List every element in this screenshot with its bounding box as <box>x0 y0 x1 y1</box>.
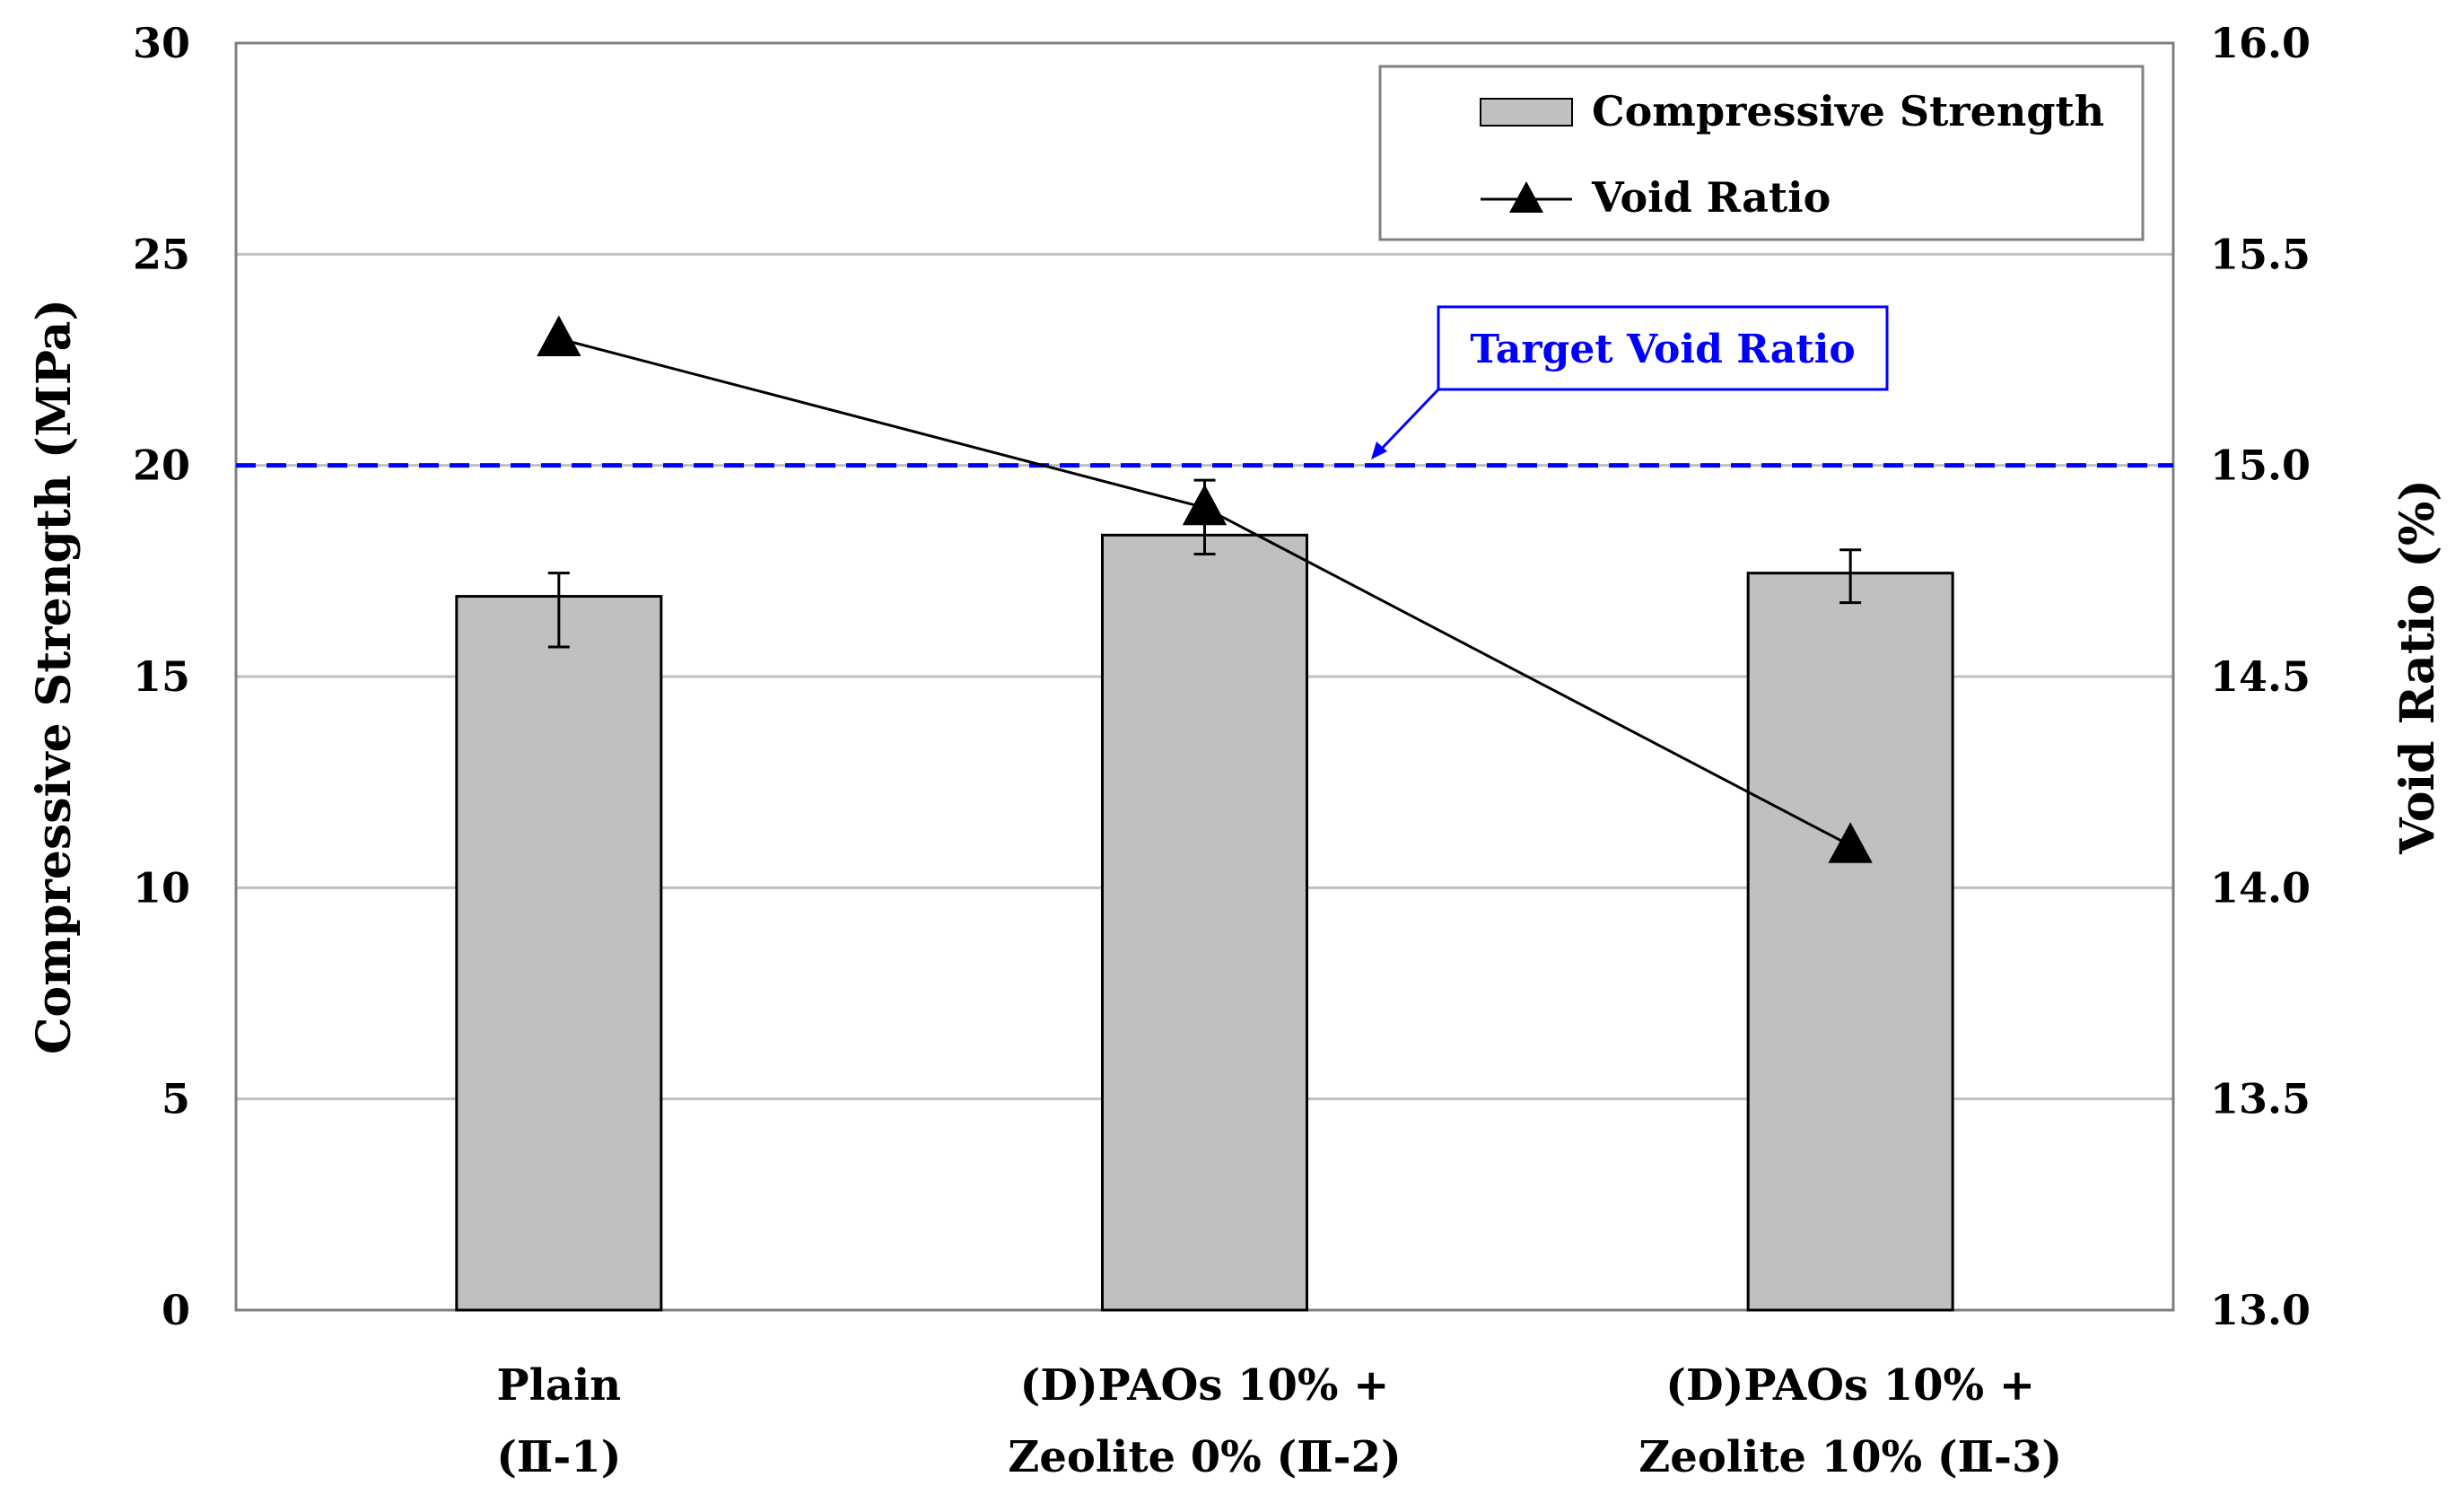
legend-bar-swatch <box>1480 98 1573 127</box>
target-callout-box <box>1437 305 1889 391</box>
category-label: Plain <box>497 1360 622 1411</box>
left-tick-label: 30 <box>133 19 190 67</box>
legend: Compressive Strength Void Ratio <box>1378 65 2145 241</box>
target-callout-arrow <box>1376 388 1440 455</box>
legend-bar-label: Compressive Strength <box>1592 87 2104 135</box>
legend-line-label: Void Ratio <box>1591 173 1831 222</box>
bars <box>455 533 1954 1312</box>
bar <box>1101 533 1308 1312</box>
right-tick-label: 16.0 <box>2210 19 2311 67</box>
void-ratio-series <box>537 315 1873 863</box>
right-tick-label: 15.0 <box>2210 441 2311 490</box>
left-tick-label: 25 <box>133 230 190 278</box>
left-tick-label: 20 <box>133 441 190 490</box>
bar <box>1746 572 1954 1312</box>
category-label: (D)PAOs 10% + <box>1020 1360 1390 1411</box>
left-tick-label: 10 <box>133 863 190 912</box>
void-ratio-point <box>1182 484 1228 526</box>
left-tick-label: 15 <box>133 652 190 701</box>
left-axis-ticks: 0 5 10 15 20 25 30 <box>133 19 190 1334</box>
target-callout: Target Void Ratio <box>1371 305 1889 459</box>
legend-box <box>1378 65 2145 241</box>
target-callout-arrowhead <box>1371 441 1387 459</box>
category-label: (D)PAOs 10% + <box>1665 1360 2035 1411</box>
left-tick-label: 0 <box>162 1286 190 1334</box>
right-axis-ticks: 13.0 13.5 14.0 14.5 15.0 15.5 16.0 <box>2210 19 2311 1334</box>
right-tick-label: 14.5 <box>2210 652 2311 701</box>
right-tick-label: 15.5 <box>2210 230 2311 278</box>
right-tick-label: 13.5 <box>2210 1075 2311 1123</box>
target-callout-label: Target Void Ratio <box>1470 327 1855 372</box>
right-axis-title: Void Ratio (%) <box>2390 479 2445 855</box>
category-label: Zeolite 0% (Ⅱ-2) <box>1008 1432 1401 1482</box>
bar <box>455 595 663 1312</box>
legend-triangle-icon <box>1509 181 1543 213</box>
category-labels: Plain (Ⅱ-1) (D)PAOs 10% + Zeolite 0% (Ⅱ-2) (… <box>496 1360 2062 1482</box>
right-tick-label: 14.0 <box>2210 863 2311 912</box>
right-tick-label: 13.0 <box>2210 1286 2311 1334</box>
left-axis-title: Compressive Strength (MPa) <box>27 299 82 1054</box>
category-label: Zeolite 10% (Ⅱ-3) <box>1638 1432 2062 1482</box>
left-tick-label: 5 <box>162 1075 190 1123</box>
category-label: (Ⅱ-1) <box>496 1432 621 1482</box>
void-ratio-point <box>1828 822 1873 863</box>
void-ratio-point <box>537 315 581 356</box>
